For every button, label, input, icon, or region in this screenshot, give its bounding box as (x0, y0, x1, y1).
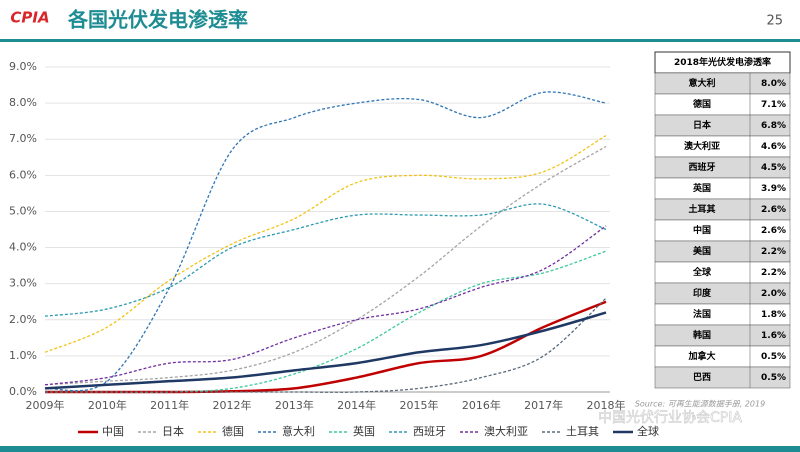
table-title: 2018年光伏发电渗透率 (674, 56, 771, 68)
series-line (44, 135, 607, 353)
slide-title: 各国光伏发电渗透率 (67, 8, 248, 32)
table-cell-name: 法国 (693, 308, 711, 320)
y-tick-label: 8.0% (9, 96, 37, 109)
table-cell-value: 2.6% (761, 226, 786, 236)
header-rule (0, 39, 800, 42)
source: Source: 可再生能源数据手册, 2019 (635, 400, 765, 409)
x-tick-label: 2018年 (587, 398, 626, 412)
table-cell-value: 3.9% (761, 184, 786, 194)
series-line (45, 297, 607, 393)
series-line (45, 250, 607, 393)
series-line (44, 91, 607, 392)
table-cell-value: 4.5% (761, 163, 786, 173)
table-cell-name: 西班牙 (688, 161, 715, 173)
table-cell-value: 6.8% (761, 121, 786, 131)
x-tick-label: 2013年 (275, 398, 314, 412)
x-tick-label: 2014年 (337, 398, 376, 412)
page-number: 25 (766, 14, 783, 29)
footer-bar (0, 446, 800, 452)
x-tick-label: 2011年 (150, 398, 189, 412)
series-line (45, 300, 607, 394)
series-line (44, 203, 607, 317)
watermark: 中国光伏行业协会CPIA (598, 410, 742, 426)
table-cell-value: 2.2% (761, 247, 786, 257)
y-tick-label: 2.0% (9, 313, 37, 326)
legend-label: 中国 (102, 425, 124, 438)
y-tick-label: 0.0% (9, 385, 37, 398)
legend-label: 西班牙 (413, 425, 446, 438)
series-line (44, 225, 607, 386)
table-cell-name: 日本 (693, 119, 712, 131)
table-cell-value: 1.6% (761, 331, 786, 341)
table-cell-name: 中国 (693, 224, 711, 236)
table-cell-name: 全球 (692, 266, 712, 278)
table-cell-name: 英国 (692, 182, 711, 194)
table-cell-name: 澳大利亚 (684, 140, 720, 152)
table-cell-name: 德国 (693, 98, 711, 110)
y-tick-label: 3.0% (9, 277, 37, 290)
table-cell-name: 土耳其 (688, 203, 715, 215)
x-tick-label: 2009年 (26, 398, 65, 412)
y-tick-label: 1.0% (9, 349, 37, 362)
table-cell-value: 2.0% (761, 289, 786, 299)
legend-label: 日本 (162, 424, 184, 438)
series-line (44, 145, 607, 386)
table-cell-name: 巴西 (693, 372, 711, 383)
table-cell-value: 0.5% (761, 352, 786, 362)
x-tick-label: 2012年 (213, 398, 252, 412)
table-cell-value: 1.8% (761, 310, 786, 320)
y-tick-label: 7.0% (9, 132, 37, 145)
legend-label: 意大利 (282, 424, 315, 438)
table-row (654, 366, 791, 389)
table-cell-name: 印度 (693, 287, 712, 299)
table-cell-value: 2.6% (761, 205, 786, 215)
table-cell-value: 8.0% (761, 79, 786, 89)
y-tick-label: 6.0% (9, 168, 37, 181)
table-cell-value: 7.1% (761, 100, 786, 110)
legend-label: 澳大利亚 (484, 424, 528, 438)
series-line (44, 311, 607, 390)
table-cell-name: 意大利 (688, 77, 715, 89)
table-cell-value: 2.2% (761, 268, 786, 278)
legend-label: 全球 (637, 424, 659, 438)
legend-label: 德国 (222, 424, 244, 438)
logo: CPIA (10, 9, 49, 27)
legend-label: 土耳其 (566, 425, 599, 438)
y-tick-label: 5.0% (9, 204, 37, 217)
header-bg (0, 0, 800, 40)
y-tick-label: 9.0% (9, 60, 37, 73)
table-cell-name: 加拿大 (687, 350, 715, 362)
table-cell-value: 4.6% (761, 142, 786, 152)
table-cell-name: 美国 (693, 245, 711, 257)
x-tick-label: 2010年 (88, 398, 127, 412)
x-tick-label: 2015年 (400, 398, 439, 412)
table-cell-value: 0.5% (761, 373, 786, 383)
x-tick-label: 2017年 (524, 398, 563, 412)
table-cell-name: 韩国 (693, 329, 711, 341)
x-tick-label: 2016年 (462, 398, 501, 412)
legend-label: 英国 (353, 424, 375, 438)
y-tick-label: 4.0% (9, 241, 37, 254)
